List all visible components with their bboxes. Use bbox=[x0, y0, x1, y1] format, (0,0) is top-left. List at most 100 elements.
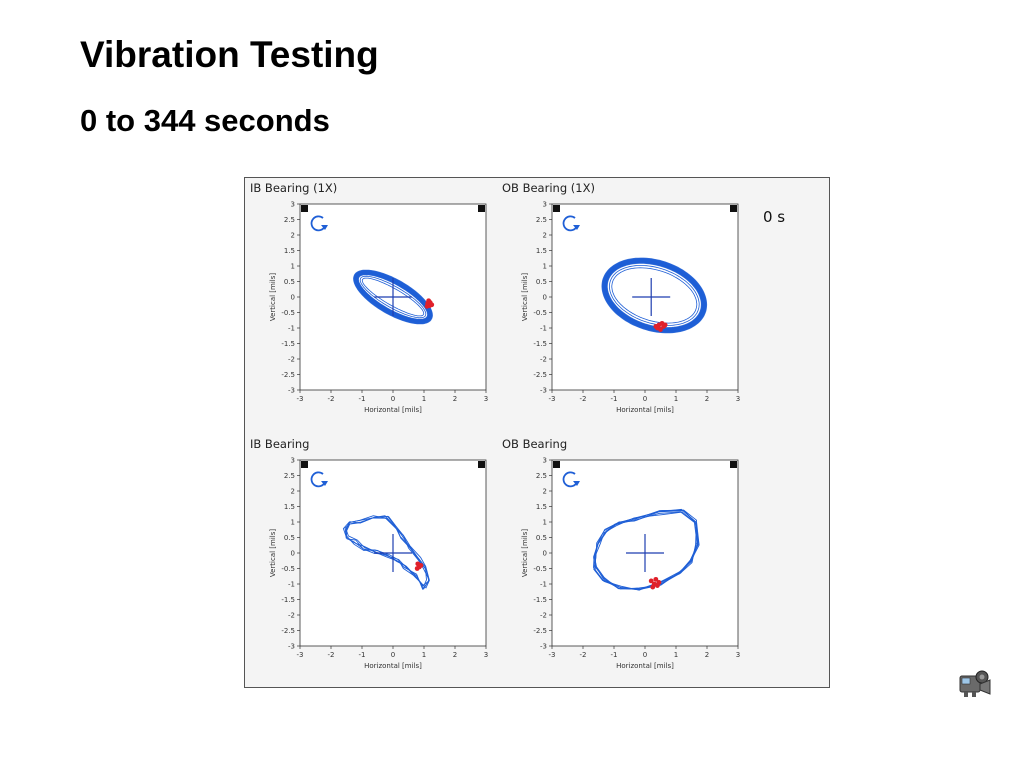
x-tick-label: 3 bbox=[484, 651, 488, 659]
y-tick-label: -1 bbox=[288, 325, 295, 333]
y-tick-label: 3 bbox=[543, 457, 547, 465]
y-tick-label: -0.5 bbox=[281, 309, 295, 317]
y-tick-label: 0.5 bbox=[536, 534, 547, 542]
y-tick-label: 0.5 bbox=[536, 278, 547, 286]
orbit-trace bbox=[611, 267, 698, 324]
orbit-trace bbox=[361, 277, 425, 317]
y-tick-label: 2.5 bbox=[536, 216, 547, 224]
x-tick-label: 0 bbox=[391, 395, 395, 403]
x-axis-label: Horizontal [mils] bbox=[616, 662, 674, 670]
probe-marker-icon bbox=[553, 205, 560, 212]
probe-marker-icon bbox=[301, 205, 308, 212]
y-tick-label: -2 bbox=[540, 356, 547, 364]
x-tick-label: 0 bbox=[391, 651, 395, 659]
orbit-trace bbox=[345, 516, 430, 590]
x-axis-label: Horizontal [mils] bbox=[364, 406, 422, 414]
clockwise-rotation-icon bbox=[562, 215, 578, 232]
orbit-trace bbox=[359, 275, 427, 319]
orbit-trace bbox=[353, 269, 433, 325]
x-axis-label: Horizontal [mils] bbox=[364, 662, 422, 670]
x-tick-label: 1 bbox=[422, 395, 426, 403]
chart-title: OB Bearing (1X) bbox=[502, 181, 595, 195]
y-tick-label: 2 bbox=[291, 488, 295, 496]
y-tick-label: -2 bbox=[288, 612, 295, 620]
time-indicator: 0 s bbox=[763, 208, 786, 226]
keyphasor-point bbox=[653, 576, 659, 582]
clockwise-rotation-icon bbox=[310, 215, 326, 232]
chart-title: IB Bearing (1X) bbox=[250, 181, 337, 195]
probe-marker-icon bbox=[478, 461, 485, 468]
y-axis-label: Vertical [mils] bbox=[269, 529, 277, 578]
keyphasor-point bbox=[424, 303, 430, 309]
x-tick-label: -1 bbox=[611, 651, 618, 659]
y-tick-label: 3 bbox=[543, 201, 547, 209]
chart-title: OB Bearing bbox=[502, 437, 567, 451]
orbit-chart-2: OB Bearing (1X) 3 2.5 2 1.5 1 0.5 0 -0.5 -1 -1.5 -2… bbox=[502, 181, 740, 414]
clockwise-rotation-icon bbox=[310, 471, 326, 488]
x-tick-label: 1 bbox=[674, 651, 678, 659]
x-tick-label: -3 bbox=[297, 651, 304, 659]
x-tick-label: -1 bbox=[359, 395, 366, 403]
x-tick-label: 0 bbox=[643, 651, 647, 659]
y-tick-label: 1 bbox=[291, 519, 295, 527]
video-camera-icon[interactable] bbox=[958, 668, 992, 703]
x-axis-label: Horizontal [mils] bbox=[616, 406, 674, 414]
y-tick-label: -1 bbox=[540, 581, 547, 589]
y-tick-label: -3 bbox=[540, 643, 547, 651]
y-tick-label: 1.5 bbox=[536, 247, 547, 255]
probe-marker-icon bbox=[478, 205, 485, 212]
y-axis-label: Vertical [mils] bbox=[521, 273, 529, 322]
y-tick-label: -2.5 bbox=[281, 627, 295, 635]
keyphasor-point bbox=[429, 302, 435, 308]
y-tick-label: 3 bbox=[291, 201, 295, 209]
y-tick-label: 1.5 bbox=[284, 503, 295, 511]
x-tick-label: 2 bbox=[705, 651, 709, 659]
y-tick-label: 0 bbox=[291, 550, 295, 558]
x-tick-label: 2 bbox=[453, 651, 457, 659]
keyphasor-point bbox=[662, 322, 668, 328]
keyphasor-point bbox=[658, 327, 663, 332]
y-tick-label: -2.5 bbox=[533, 627, 547, 635]
probe-marker-icon bbox=[301, 461, 308, 468]
y-axis-label: Vertical [mils] bbox=[521, 529, 529, 578]
y-tick-label: 1 bbox=[543, 263, 547, 271]
y-tick-label: -2 bbox=[540, 612, 547, 620]
y-tick-label: 1.5 bbox=[284, 247, 295, 255]
y-tick-label: 0 bbox=[543, 294, 547, 302]
y-tick-label: -2.5 bbox=[533, 371, 547, 379]
y-tick-label: 0 bbox=[543, 550, 547, 558]
keyphasor-point bbox=[648, 578, 654, 584]
x-tick-label: 3 bbox=[736, 395, 740, 403]
y-tick-label: 2.5 bbox=[536, 472, 547, 480]
orbit-chart-4: OB Bearing 3 2.5 2 1.5 1 0.5 0 -0.5 -1 -1.5 -2 -2.5 -… bbox=[502, 437, 740, 670]
x-tick-label: -2 bbox=[328, 395, 335, 403]
orbit-plots-panel: IB Bearing (1X) 3 2.5 2 1.5 1 0.5 0 -0.5 -1 -1.5 -2… bbox=[244, 177, 830, 688]
x-tick-label: -2 bbox=[328, 651, 335, 659]
y-axis-label: Vertical [mils] bbox=[269, 273, 277, 322]
y-tick-label: -1 bbox=[540, 325, 547, 333]
x-tick-label: -3 bbox=[297, 395, 304, 403]
orbit-trace bbox=[593, 511, 698, 591]
y-tick-label: 0 bbox=[291, 294, 295, 302]
x-tick-label: -1 bbox=[611, 395, 618, 403]
slide-subtitle: 0 to 344 seconds bbox=[80, 103, 330, 138]
keyphasor-point bbox=[414, 566, 420, 571]
y-tick-label: -1.5 bbox=[533, 596, 547, 604]
y-tick-label: 2 bbox=[291, 232, 295, 240]
y-tick-label: -2.5 bbox=[281, 371, 295, 379]
orbit-chart-3: IB Bearing 3 2.5 2 1.5 1 0.5 0 -0.5 -1 -1.5 -2 -2.5 -… bbox=[250, 437, 488, 670]
orbit-trace bbox=[594, 510, 698, 590]
probe-marker-icon bbox=[730, 205, 737, 212]
x-tick-label: 1 bbox=[674, 395, 678, 403]
x-tick-label: 2 bbox=[453, 395, 457, 403]
y-tick-label: -1.5 bbox=[281, 340, 295, 348]
keyphasor-point bbox=[653, 324, 659, 329]
y-tick-label: -3 bbox=[288, 643, 295, 651]
rotation-arrowhead-icon bbox=[573, 225, 580, 230]
y-tick-label: -0.5 bbox=[281, 565, 295, 573]
slide-title: Vibration Testing bbox=[80, 34, 379, 75]
x-tick-label: 0 bbox=[643, 395, 647, 403]
y-tick-label: 0.5 bbox=[284, 534, 295, 542]
y-tick-label: -0.5 bbox=[533, 309, 547, 317]
y-tick-label: 0.5 bbox=[284, 278, 295, 286]
